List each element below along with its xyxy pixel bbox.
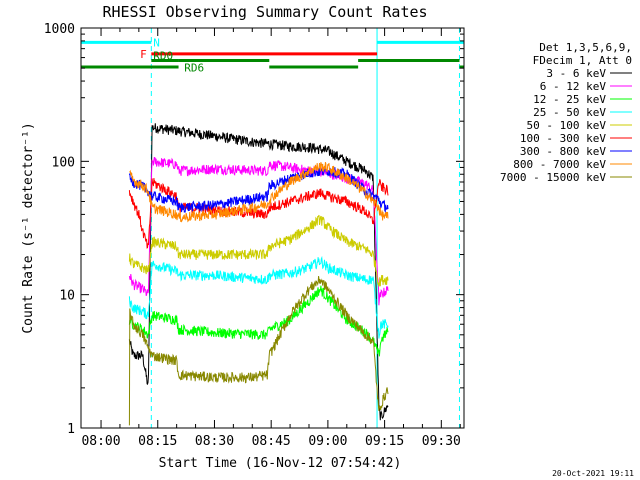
axis-ticks: 1 10 100 1000 08:00 08:15 08:30 08:45 09:00 09:15… [44,22,464,449]
flag-label: RD0 [153,50,173,63]
flag-label: RD6 [184,62,204,75]
y-tick-label: 10 [59,289,75,304]
x-tick-label: 09:30 [422,434,461,449]
series-line [129,162,389,223]
series-line [128,255,389,339]
legend-entry-label: 100 - 300 keV [520,132,606,145]
series-line [128,214,389,287]
series-line [128,157,389,306]
chart-title: RHESSI Observing Summary Count Rates [102,3,427,21]
x-axis-label: Start Time (16-Nov-12 07:54:42) [159,456,402,471]
x-tick-label: 08:00 [81,434,120,449]
x-tick-label: 09:00 [308,434,347,449]
y-tick-label: 100 [52,155,75,170]
series-line [128,178,389,249]
legend-entry-label: 12 - 25 keV [533,93,606,106]
legend-entry-label: 7000 - 15000 keV [500,171,606,184]
flag-label: F [140,48,147,61]
legend-entry-label: 25 - 50 keV [533,106,606,119]
y-tick-label: 1 [67,422,75,437]
annotation-layer: NF RD0 RD6 [80,28,464,428]
legend-entry-label: 6 - 12 keV [540,80,607,93]
y-tick-label: 1000 [44,22,75,37]
x-tick-label: 08:30 [195,434,234,449]
legend-entry-label: 3 - 6 keV [546,67,606,80]
flag-label: N [153,36,160,49]
x-tick-label: 08:15 [138,434,177,449]
legend-header: Det 1,3,5,6,9, [539,41,632,54]
series-layer [128,123,389,426]
y-axis-label: Count Rate (s⁻¹ detector⁻¹) [21,122,36,333]
timestamp: 20-Oct-2021 19:11 [552,469,634,478]
legend-entry-label: 800 - 7000 keV [513,158,606,171]
plot-frame [80,27,465,429]
series-line [128,275,389,426]
legend-header: FDecim 1, Att 0 [533,54,632,67]
legend-entry-label: 50 - 100 keV [527,119,607,132]
x-tick-label: 08:45 [252,434,291,449]
legend: Det 1,3,5,6,9,FDecim 1, Att 03 - 6 keV6 … [500,41,632,184]
series-line [128,285,389,357]
x-tick-label: 09:15 [365,434,404,449]
legend-entry-label: 300 - 800 keV [520,145,606,158]
series-line [128,123,389,421]
